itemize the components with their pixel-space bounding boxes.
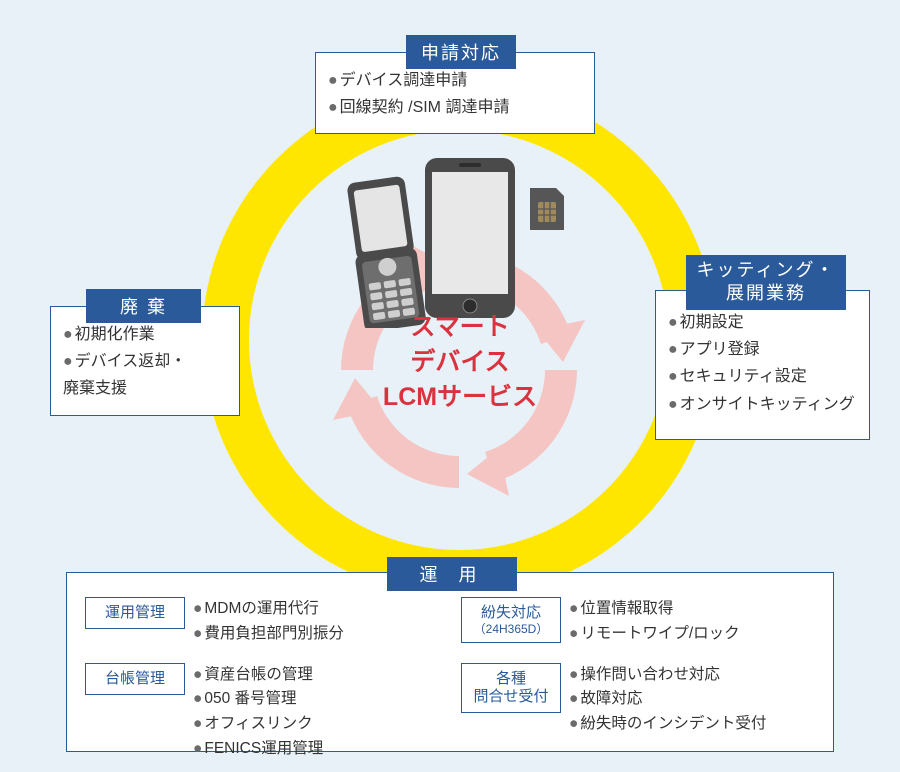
box-disposal-title: 廃 棄: [86, 289, 201, 323]
ops-sub-lost-items: 位置情報取得 リモートワイプ/ロック: [569, 597, 829, 647]
center-line2: デバイス: [350, 345, 570, 380]
box-operation-title: 運 用: [387, 557, 517, 591]
box-application-item: デバイス調達申請: [328, 67, 582, 94]
box-kitting-title: キッティング・ 展開業務: [686, 255, 846, 310]
ops-sub-daicho: 台帳管理: [85, 663, 185, 695]
box-application-title: 申請対応: [406, 35, 516, 69]
box-kitting-item: セキュリティ設定: [668, 363, 857, 390]
box-disposal-item: デバイス返却・ 廃棄支援: [63, 348, 227, 402]
box-disposal-item: 初期化作業: [63, 321, 227, 348]
box-operation: 運 用 運用管理 MDMの運用代行 費用負担部門別振分 紛失対応 （24H365…: [66, 572, 834, 752]
box-kitting-item: 初期設定: [668, 309, 857, 336]
box-application: 申請対応 デバイス調達申請 回線契約 /SIM 調達申請: [315, 52, 595, 134]
ops-sub-inquiry-items: 操作問い合わせ対応 故障対応 紛失時のインシデント受付: [569, 663, 829, 737]
devices-illustration: [345, 158, 575, 328]
ops-sub-unyo: 運用管理: [85, 597, 185, 629]
center-line3: LCMサービス: [350, 380, 570, 415]
box-kitting-item: オンサイトキッティング: [668, 391, 857, 418]
ops-sub-daicho-items: 資産台帳の管理 050 番号管理 オフィスリンク FENICS運用管理: [193, 663, 453, 762]
center-title: スマート デバイス LCMサービス: [350, 310, 570, 415]
ops-sub-inquiry: 各種 問合せ受付: [461, 663, 561, 713]
box-disposal: 廃 棄 初期化作業 デバイス返却・ 廃棄支援: [50, 306, 240, 416]
box-kitting: キッティング・ 展開業務 初期設定 アプリ登録 セキュリティ設定 オンサイトキッ…: [655, 290, 870, 440]
box-kitting-item: アプリ登録: [668, 336, 857, 363]
box-application-item: 回線契約 /SIM 調達申請: [328, 94, 582, 121]
ops-sub-unyo-items: MDMの運用代行 費用負担部門別振分: [193, 597, 453, 647]
ops-sub-lost: 紛失対応 （24H365D）: [461, 597, 561, 643]
center-line1: スマート: [350, 310, 570, 345]
